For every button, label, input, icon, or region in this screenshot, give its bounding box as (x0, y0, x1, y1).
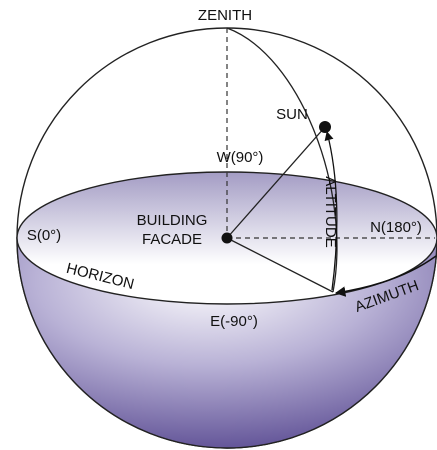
north-label: N(180°) (370, 219, 422, 236)
zenith-label: ZENITH (198, 7, 252, 24)
south-label: S(0°) (27, 227, 61, 244)
sun-label: SUN (276, 106, 308, 123)
page: ZENITH SUN W(90°) ALTITUDE BUILDING FACA… (0, 0, 437, 450)
west-label: W(90°) (217, 149, 264, 166)
building-label-1: BUILDING (137, 212, 208, 229)
altitude-label: ALTITUDE (322, 176, 339, 247)
building-label-2: FACADE (142, 231, 202, 248)
facade-point (222, 233, 233, 244)
sun-point (319, 121, 331, 133)
sun-position-diagram: ZENITH SUN W(90°) ALTITUDE BUILDING FACA… (0, 0, 437, 450)
east-label: E(-90°) (210, 313, 258, 330)
